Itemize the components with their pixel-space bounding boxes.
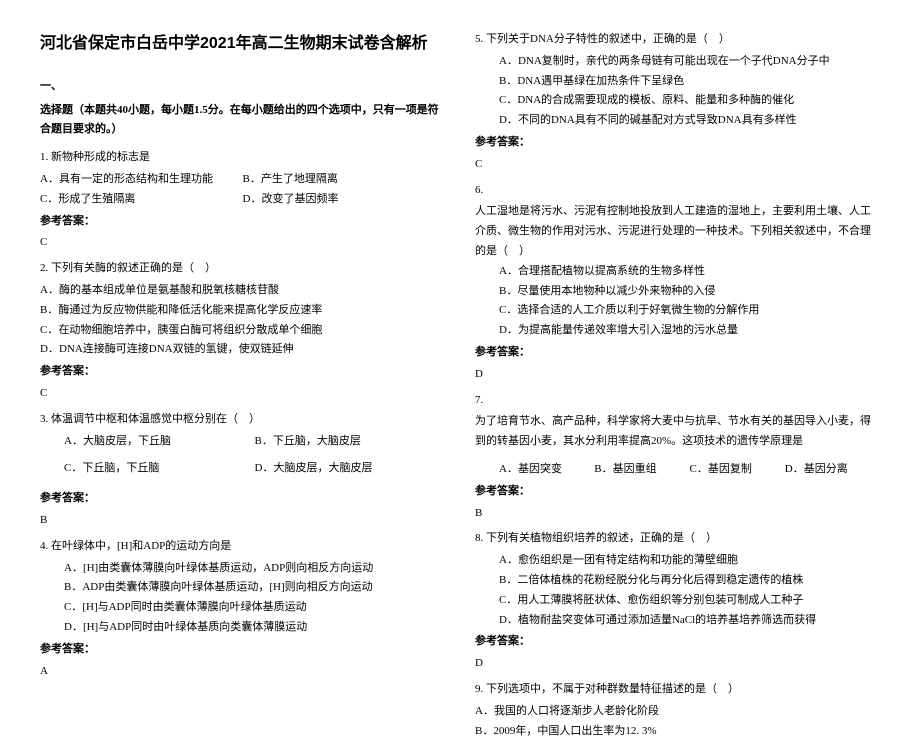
q1-options: A．具有一定的形态结构和生理功能 B．产生了地理隔离 C．形成了生殖隔离 D．改… — [40, 170, 445, 210]
q4-opt-d: D．[H]与ADP同时由叶绿体基质向类囊体薄膜运动 — [64, 618, 445, 638]
q2-opt-b: B．酶通过为反应物供能和降低活化能来提高化学反应速率 — [40, 301, 445, 321]
q5-opt-a: A．DNA复制时，亲代的两条母链有可能出现在一个子代DNA分子中 — [499, 52, 880, 72]
q4-answer-label: 参考答案： — [40, 640, 445, 660]
q3-opt-c: C．下丘脑，下丘脑 — [64, 459, 255, 479]
q8-opt-a: A．愈伤组织是一团有特定结构和功能的薄壁细胞 — [499, 551, 880, 571]
question-2: 2. 下列有关酶的叙述正确的是（ ） A．酶的基本组成单位是氨基酸和脱氧核糖核苷… — [40, 259, 445, 404]
q8-opt-d: D．植物耐盐突变体可通过添加适量NaCl的培养基培养筛选而获得 — [499, 611, 880, 631]
q6-options: A．合理搭配植物以提高系统的生物多样性 B．尽量使用本地物种以减少外来物种的入侵… — [475, 262, 880, 341]
q5-answer-label: 参考答案： — [475, 133, 880, 153]
q8-opt-c: C．用人工薄膜将胚状体、愈伤组织等分别包装可制成人工种子 — [499, 591, 880, 611]
q6-opt-a: A．合理搭配植物以提高系统的生物多样性 — [499, 262, 880, 282]
section-instructions: 选择题（本题共40小题，每小题1.5分。在每小题给出的四个选项中，只有一项是符合… — [40, 101, 445, 141]
q4-options: A．[H]由类囊体薄膜向叶绿体基质运动，ADP则向相反方向运动 B．ADP由类囊… — [40, 559, 445, 638]
q7-opt-b: B．基因重组 — [594, 460, 689, 480]
q3-options: A．大脑皮层，下丘脑 B．下丘脑，大脑皮层 C．下丘脑，下丘脑 D．大脑皮层，大… — [40, 432, 445, 488]
q6-opt-b: B．尽量使用本地物种以减少外来物种的入侵 — [499, 282, 880, 302]
q4-answer-value: A — [40, 662, 445, 682]
q6-answer-value: D — [475, 365, 880, 385]
q6-stem: 6. — [475, 181, 880, 201]
q9-stem: 9. 下列选项中，不属于对种群数量特征描述的是（ ） — [475, 680, 880, 700]
q7-answer-label: 参考答案： — [475, 482, 880, 502]
q7-opt-c: C．基因复制 — [690, 460, 785, 480]
q8-opt-b: B．二倍体植株的花粉经脱分化与再分化后得到稳定遗传的植株 — [499, 571, 880, 591]
q4-stem: 4. 在叶绿体中，[H]和ADP的运动方向是 — [40, 537, 445, 557]
q3-opt-d: D．大脑皮层，大脑皮层 — [255, 459, 446, 479]
question-1: 1. 新物种形成的标志是 A．具有一定的形态结构和生理功能 B．产生了地理隔离 … — [40, 148, 445, 253]
document-title: 河北省保定市白岳中学2021年高二生物期末试卷含解析 — [40, 30, 445, 59]
question-7: 7. 为了培育节水、高产品种，科学家将大麦中与抗旱、节水有关的基因导入小麦，得到… — [475, 391, 880, 524]
q3-stem: 3. 体温调节中枢和体温感觉中枢分别在（ ） — [40, 410, 445, 430]
section-number: 一、 — [40, 77, 445, 97]
q6-answer-label: 参考答案： — [475, 343, 880, 363]
q7-options: A．基因突变 B．基因重组 C．基因复制 D．基因分离 — [475, 460, 880, 480]
q1-answer-label: 参考答案： — [40, 212, 445, 232]
q8-stem: 8. 下列有关植物组织培养的叙述，正确的是（ ） — [475, 529, 880, 549]
q7-stem: 7. — [475, 391, 880, 411]
question-4: 4. 在叶绿体中，[H]和ADP的运动方向是 A．[H]由类囊体薄膜向叶绿体基质… — [40, 537, 445, 682]
q4-opt-b: B．ADP由类囊体薄膜向叶绿体基质运动，[H]则向相反方向运动 — [64, 578, 445, 598]
q8-answer-label: 参考答案： — [475, 632, 880, 652]
question-9: 9. 下列选项中，不属于对种群数量特征描述的是（ ） A．我国的人口将逐渐步人老… — [475, 680, 880, 741]
q1-answer-value: C — [40, 233, 445, 253]
question-5: 5. 下列关于DNA分子特性的叙述中，正确的是（ ） A．DNA复制时，亲代的两… — [475, 30, 880, 175]
question-8: 8. 下列有关植物组织培养的叙述，正确的是（ ） A．愈伤组织是一团有特定结构和… — [475, 529, 880, 674]
q7-opt-a: A．基因突变 — [499, 460, 594, 480]
q7-body: 为了培育节水、高产品种，科学家将大麦中与抗旱、节水有关的基因导入小麦，得到的转基… — [475, 412, 880, 452]
q7-answer-value: B — [475, 504, 880, 524]
q2-stem: 2. 下列有关酶的叙述正确的是（ ） — [40, 259, 445, 279]
q4-opt-c: C．[H]与ADP同时由类囊体薄膜向叶绿体基质运动 — [64, 598, 445, 618]
q7-opt-d: D．基因分离 — [785, 460, 880, 480]
question-6: 6. 人工湿地是将污水、污泥有控制地投放到人工建造的湿地上，主要利用土壤、人工介… — [475, 181, 880, 385]
q2-opt-d: D．DNA连接酶可连接DNA双链的氢键，使双链延伸 — [40, 340, 445, 360]
q3-answer-label: 参考答案： — [40, 489, 445, 509]
q5-options: A．DNA复制时，亲代的两条母链有可能出现在一个子代DNA分子中 B．DNA遇甲… — [475, 52, 880, 131]
left-column: 河北省保定市白岳中学2021年高二生物期末试卷含解析 一、 选择题（本题共40小… — [40, 30, 445, 621]
q8-options: A．愈伤组织是一团有特定结构和功能的薄壁细胞 B．二倍体植株的花粉经脱分化与再分… — [475, 551, 880, 630]
q2-opt-a: A．酶的基本组成单位是氨基酸和脱氧核糖核苷酸 — [40, 281, 445, 301]
q5-opt-d: D．不同的DNA具有不同的碱基配对方式导致DNA具有多样性 — [499, 111, 880, 131]
q5-answer-value: C — [475, 155, 880, 175]
q3-opt-b: B．下丘脑，大脑皮层 — [255, 432, 446, 452]
q1-stem: 1. 新物种形成的标志是 — [40, 148, 445, 168]
q8-answer-value: D — [475, 654, 880, 674]
q2-answer-value: C — [40, 384, 445, 404]
q1-opt-a: A．具有一定的形态结构和生理功能 — [40, 170, 243, 190]
question-3: 3. 体温调节中枢和体温感觉中枢分别在（ ） A．大脑皮层，下丘脑 B．下丘脑，… — [40, 410, 445, 531]
q2-opt-c: C．在动物细胞培养中，胰蛋白酶可将组织分散成单个细胞 — [40, 321, 445, 341]
q1-opt-d: D．改变了基因频率 — [243, 190, 446, 210]
q3-opt-a: A．大脑皮层，下丘脑 — [64, 432, 255, 452]
q2-answer-label: 参考答案： — [40, 362, 445, 382]
q5-opt-b: B．DNA遇甲基绿在加热条件下呈绿色 — [499, 72, 880, 92]
q3-answer-value: B — [40, 511, 445, 531]
q5-stem: 5. 下列关于DNA分子特性的叙述中，正确的是（ ） — [475, 30, 880, 50]
q9-opt-b: B．2009年，中国人口出生率为12. 3% — [475, 722, 880, 741]
q9-opt-a: A．我国的人口将逐渐步人老龄化阶段 — [475, 702, 880, 722]
q5-opt-c: C．DNA的合成需要现成的模板、原料、能量和多种酶的催化 — [499, 91, 880, 111]
q1-opt-b: B．产生了地理隔离 — [243, 170, 446, 190]
q1-opt-c: C．形成了生殖隔离 — [40, 190, 243, 210]
q4-opt-a: A．[H]由类囊体薄膜向叶绿体基质运动，ADP则向相反方向运动 — [64, 559, 445, 579]
q6-body: 人工湿地是将污水、污泥有控制地投放到人工建造的湿地上，主要利用土壤、人工介质、微… — [475, 202, 880, 261]
right-column: 5. 下列关于DNA分子特性的叙述中，正确的是（ ） A．DNA复制时，亲代的两… — [475, 30, 880, 621]
q6-opt-d: D．为提高能量传递效率增大引入湿地的污水总量 — [499, 321, 880, 341]
q6-opt-c: C．选择合适的人工介质以利于好氧微生物的分解作用 — [499, 301, 880, 321]
